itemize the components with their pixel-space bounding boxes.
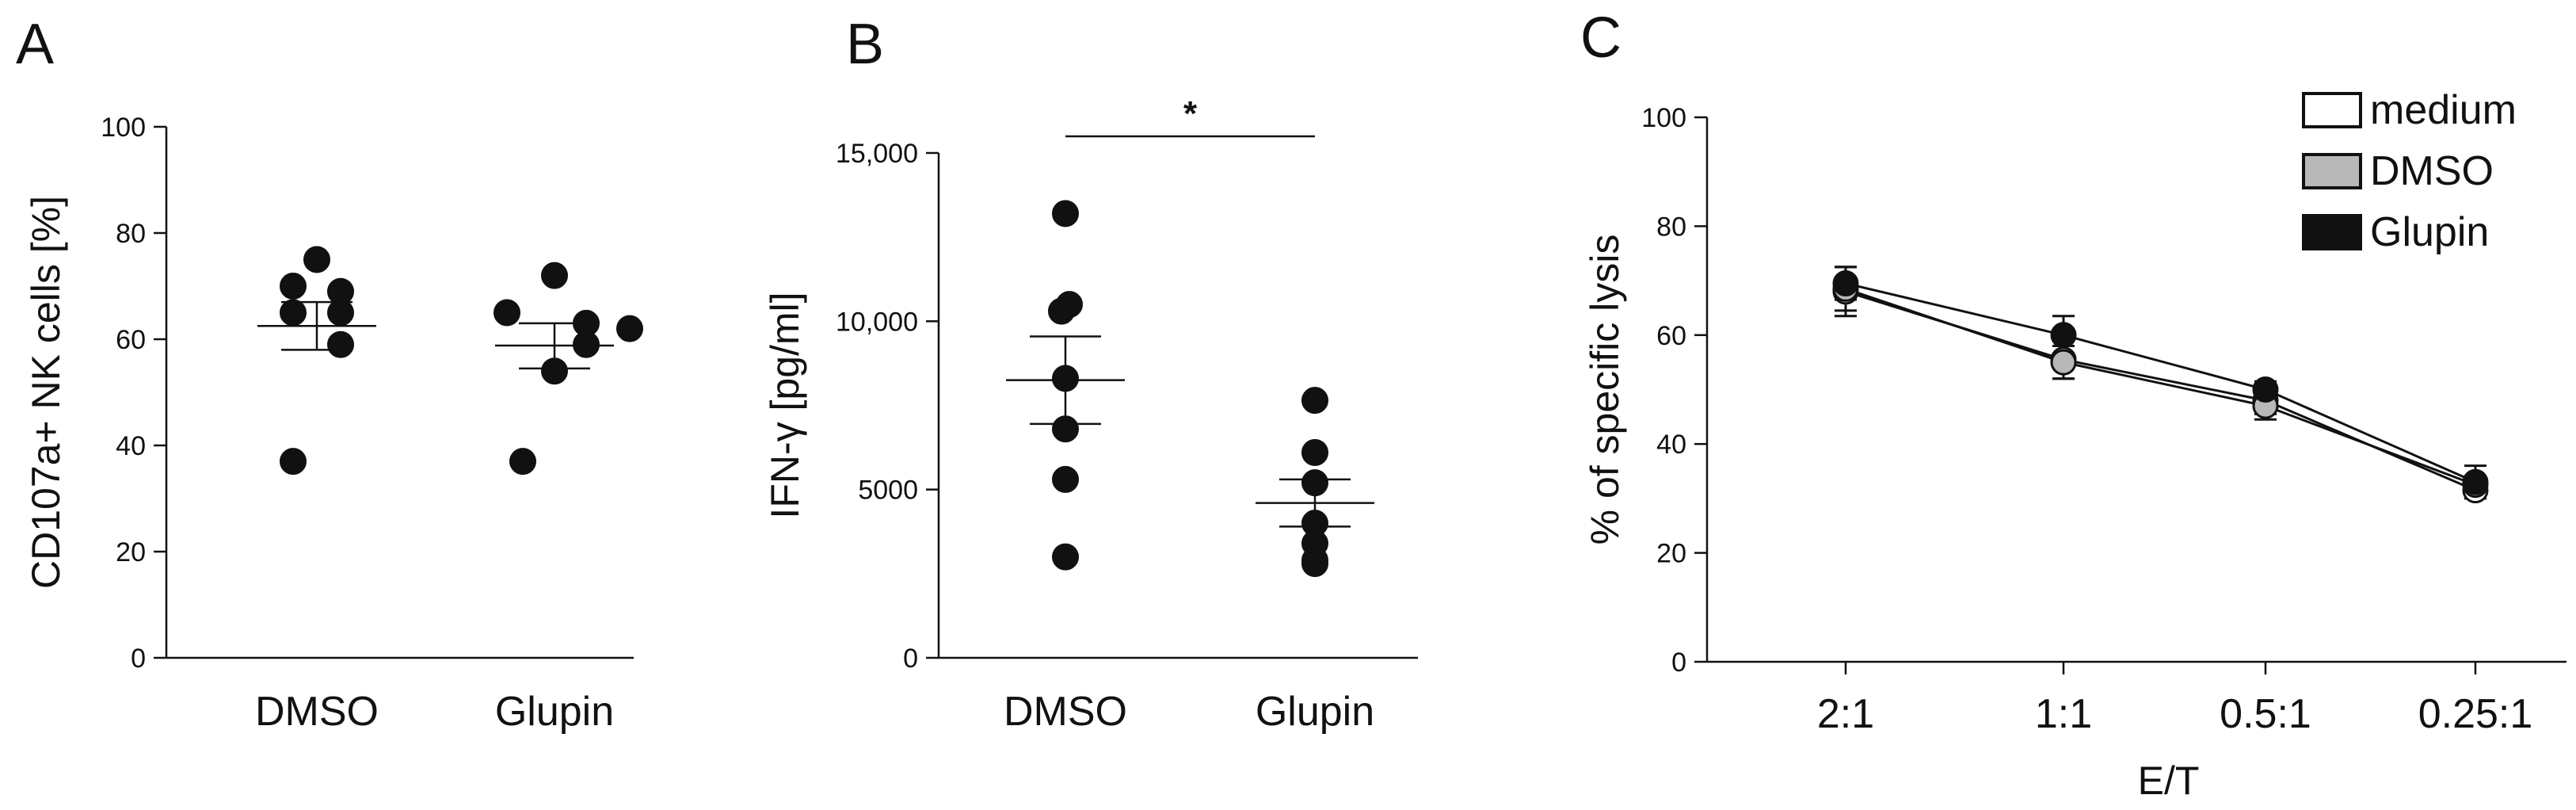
y-tick-label: 80 bbox=[116, 219, 146, 249]
x-tick-label: Glupin bbox=[495, 689, 614, 735]
y-tick-label: 40 bbox=[1656, 430, 1686, 460]
panel-c: C 0 20 40 60 80 100 % of specific lysis 2:1 1:1 0.… bbox=[1580, 6, 2566, 803]
data-point bbox=[541, 262, 568, 289]
x-tick-label: 1:1 bbox=[2035, 691, 2092, 737]
data-point bbox=[1052, 465, 1079, 493]
y-axis-title: IFN-γ [pg/ml] bbox=[763, 292, 807, 518]
x-tick-label: 0.5:1 bbox=[2220, 691, 2311, 737]
data-point bbox=[1301, 387, 1328, 415]
legend-swatch-medium bbox=[2302, 92, 2362, 128]
marker-dmso bbox=[2050, 349, 2077, 376]
series-line-dmso bbox=[1845, 287, 2476, 487]
y-tick-label: 0 bbox=[903, 644, 918, 674]
panel-letter: A bbox=[16, 13, 54, 76]
y-tick-label: 80 bbox=[1656, 212, 1686, 242]
y-tick-label: 15,000 bbox=[836, 139, 918, 169]
x-tick-label: 2:1 bbox=[1817, 691, 1874, 737]
legend-swatch-dmso bbox=[2302, 153, 2362, 189]
panel-a: A 0 20 40 60 80 100 CD107a+ NK cells [%] DMSO Glu… bbox=[16, 13, 643, 735]
x-axis-title: E/T bbox=[2138, 758, 2200, 803]
data-point bbox=[1052, 200, 1079, 227]
y-tick-label: 100 bbox=[101, 113, 146, 143]
y-tick-label: 20 bbox=[116, 537, 146, 567]
y-tick-label: 10,000 bbox=[836, 307, 918, 337]
data-point bbox=[1301, 438, 1328, 466]
x-tick-label: 0.25:1 bbox=[2418, 691, 2533, 737]
data-point bbox=[1048, 297, 1075, 325]
significance-marker: * bbox=[1183, 94, 1198, 133]
x-tick-label: DMSO bbox=[1004, 689, 1127, 735]
data-point bbox=[616, 315, 643, 342]
panel-letter: B bbox=[846, 13, 884, 76]
data-point bbox=[280, 448, 307, 476]
data-point bbox=[280, 299, 307, 327]
y-axis-title: CD107a+ NK cells [%] bbox=[24, 196, 68, 589]
data-point bbox=[493, 299, 520, 327]
data-point bbox=[509, 448, 536, 476]
legend-swatch-glupin bbox=[2302, 214, 2362, 250]
data-point bbox=[327, 299, 354, 327]
y-tick-label: 40 bbox=[116, 431, 146, 461]
y-tick-label: 0 bbox=[1671, 648, 1686, 678]
y-tick-label: 60 bbox=[116, 325, 146, 355]
data-point bbox=[1301, 550, 1328, 578]
series-line-glupin bbox=[1845, 282, 2476, 483]
y-tick-label: 100 bbox=[1641, 103, 1686, 133]
legend-label: medium bbox=[2370, 87, 2517, 133]
data-point bbox=[573, 330, 600, 358]
marker-glupin bbox=[2462, 468, 2489, 495]
panel-letter: C bbox=[1580, 6, 1621, 70]
y-tick-label: 5000 bbox=[858, 476, 918, 506]
y-tick-label: 60 bbox=[1656, 321, 1686, 351]
y-tick-label: 0 bbox=[131, 644, 146, 674]
marker-glupin bbox=[1832, 270, 1859, 297]
marker-glupin bbox=[2050, 322, 2077, 349]
data-point bbox=[280, 273, 307, 300]
data-point bbox=[327, 330, 354, 358]
y-tick-label: 20 bbox=[1656, 539, 1686, 569]
x-tick-label: DMSO bbox=[255, 689, 379, 735]
panel-b: B 0 5000 10,000 15,000 IFN-γ [pg/ml] DMSO Glupi… bbox=[763, 13, 1418, 735]
y-axis-title: % of specific lysis bbox=[1583, 235, 1627, 545]
marker-glupin bbox=[2252, 376, 2279, 403]
legend-label: Glupin bbox=[2370, 209, 2489, 255]
x-tick-label: Glupin bbox=[1256, 689, 1374, 735]
data-point bbox=[1052, 543, 1079, 571]
data-point bbox=[303, 246, 330, 273]
legend-label: DMSO bbox=[2370, 148, 2494, 194]
